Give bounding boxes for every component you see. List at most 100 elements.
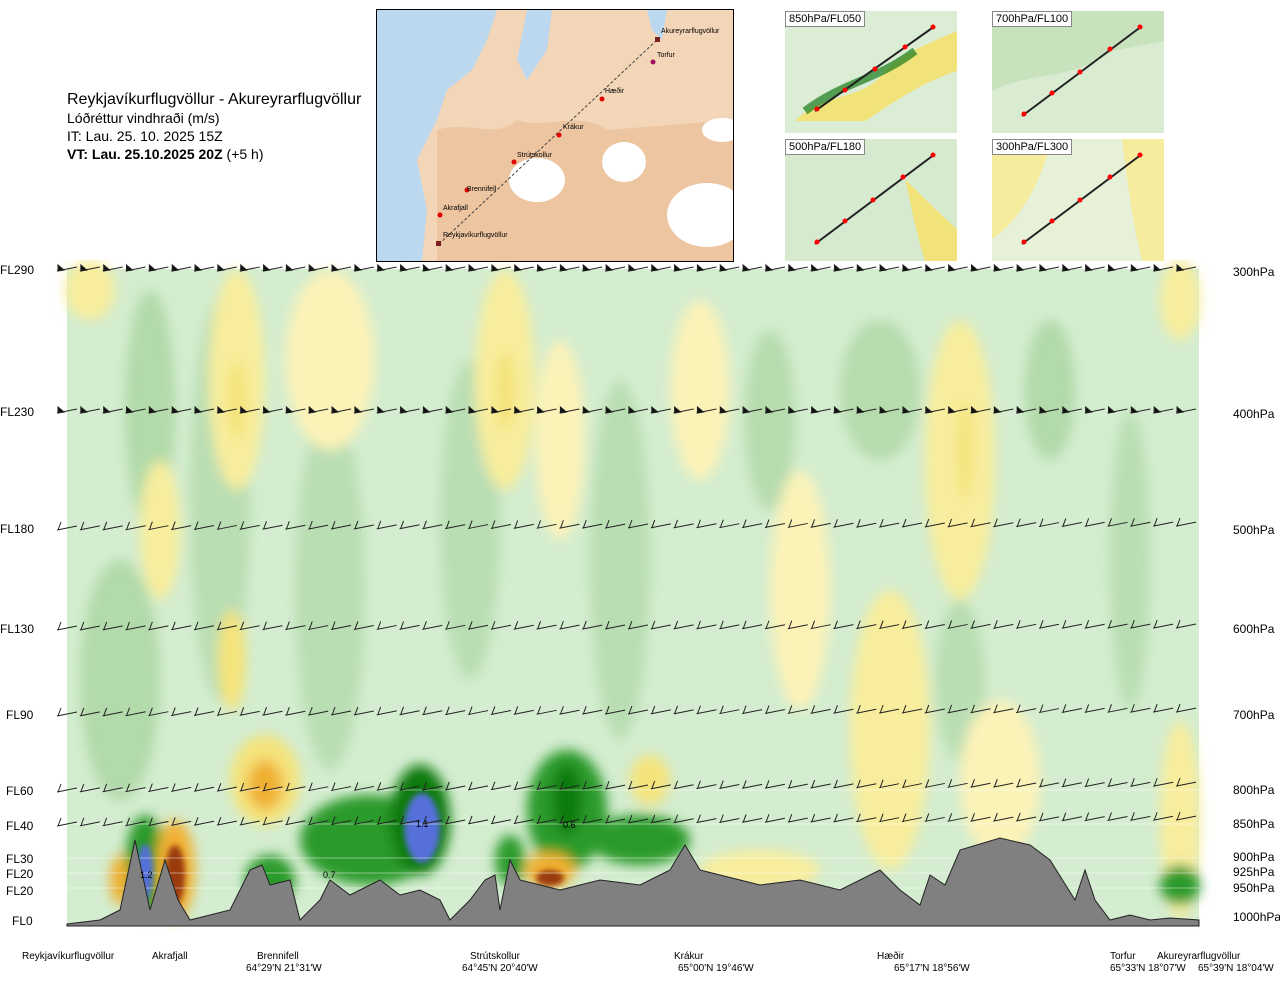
wind-barb-flag [1130,405,1139,414]
wind-barb-tick [377,816,382,825]
wind-barb-flag [970,405,979,414]
wind-barb-tick [1062,704,1067,713]
wind-barb [148,625,169,631]
wind-barb-tick [879,779,884,788]
wind-barb [947,782,968,788]
wind-barb-tick [1016,812,1021,822]
wind-barb-flag [948,263,956,272]
wind-barb-tick [971,620,975,629]
wind-barb-tick [445,815,450,825]
wind-barb-tick [925,518,930,528]
wind-barb-tick [856,519,861,528]
wind-barb-tick [57,783,62,793]
wind-barb-tick [719,519,724,528]
wind-barb-flag [1107,263,1116,272]
wind-barb-tick [103,621,108,631]
fl-label: FL40 [6,819,34,833]
wind-barb-tick [1130,812,1135,821]
wind-barb [148,711,169,717]
station-coord: 65°39'N 18°04'W [1198,963,1274,974]
wind-barb [719,784,740,790]
wind-barb-tick [1153,703,1158,713]
wind-barb-flag [194,405,203,414]
wind-barb-flag [354,263,363,272]
wind-barb-tick [1085,812,1090,821]
wind-barb [1175,815,1197,821]
wind-barb-flag [879,405,888,414]
wind-barb [262,524,283,530]
wind-barb [422,710,443,716]
wind-barb-tick [240,521,245,530]
wind-barb [993,816,1014,822]
wind-barb-tick [1108,619,1112,629]
map-label-krakur: Krákur [563,124,584,131]
wind-barb-flag [194,263,203,272]
wind-barb [536,784,557,790]
wind-barb-tick [491,621,496,630]
wind-barb-tick [1108,518,1112,527]
wind-barb-flag [925,263,933,272]
map-label-brennifell: Brennifell [467,186,497,193]
wind-barb-flag [491,263,500,272]
wind-barb [513,709,534,715]
wind-barb [148,821,169,827]
hpa-label: 950hPa [1233,881,1275,895]
wind-barb [353,524,374,530]
wind-barb-tick [1153,812,1158,821]
wind-barb [582,624,603,630]
wind-barb-tick [674,814,679,823]
wind-barb-tick [925,813,930,822]
wind-barb [490,819,511,825]
wind-barb-tick [1153,619,1158,629]
wind-barb-tick [811,519,816,528]
wind-barb-tick [468,706,473,715]
wind-barb [422,624,443,630]
wind-barb-tick [491,520,496,529]
wind-barb-tick [1176,777,1181,787]
wind-barb-flag [263,405,271,414]
wind-barb-tick [1039,704,1044,713]
wind-barb-flag [1016,263,1025,272]
wind-barb-flag [1107,405,1116,414]
wind-barb-flag [719,263,728,272]
wind-barb [1175,781,1197,787]
wind-barb [673,523,694,529]
minimap-700-label: 700hPa/FL100 [992,11,1073,27]
wind-barb-flag [285,263,294,272]
wind-barb-tick [879,704,884,714]
wind-barb-tick [902,704,907,714]
wind-barb-tick [148,817,153,826]
wind-barb-flag [80,405,88,414]
wind-barb-flag [993,405,1002,414]
wind-barb [1016,782,1037,788]
hpa-label: 925hPa [1233,865,1275,879]
wind-barb-tick [582,781,587,790]
wind-barb-flag [582,263,591,272]
hpa-label: 700hPa [1233,708,1275,722]
wind-barb-tick [559,620,564,630]
wind-barb-tick [377,520,382,530]
wind-barb-flag [263,263,271,272]
wind-barb-flag [126,405,134,414]
wind-barb-tick [308,816,313,825]
wind-barb-tick [171,707,176,716]
wind-barb [604,523,626,529]
wind-barb-tick [148,707,153,716]
wind-barb-flag [1062,263,1070,272]
wind-barb [239,820,260,826]
wind-barb [467,624,489,630]
minimap-300-label: 300hPa/FL300 [992,139,1073,155]
wind-barb-flag [400,405,408,414]
wind-barb [1038,816,1060,822]
wind-barb [193,786,215,792]
wind-barb [856,708,877,714]
wind-barb-flag [491,405,500,414]
wind-barb [650,624,671,630]
wind-barb-flag [308,405,317,414]
wind-barb-tick [833,813,838,823]
wind-barb [353,785,374,791]
wind-barb [787,624,808,630]
wind-barb-tick [811,813,816,823]
wind-barb-flag [285,405,294,414]
wind-barb-tick [445,706,450,715]
